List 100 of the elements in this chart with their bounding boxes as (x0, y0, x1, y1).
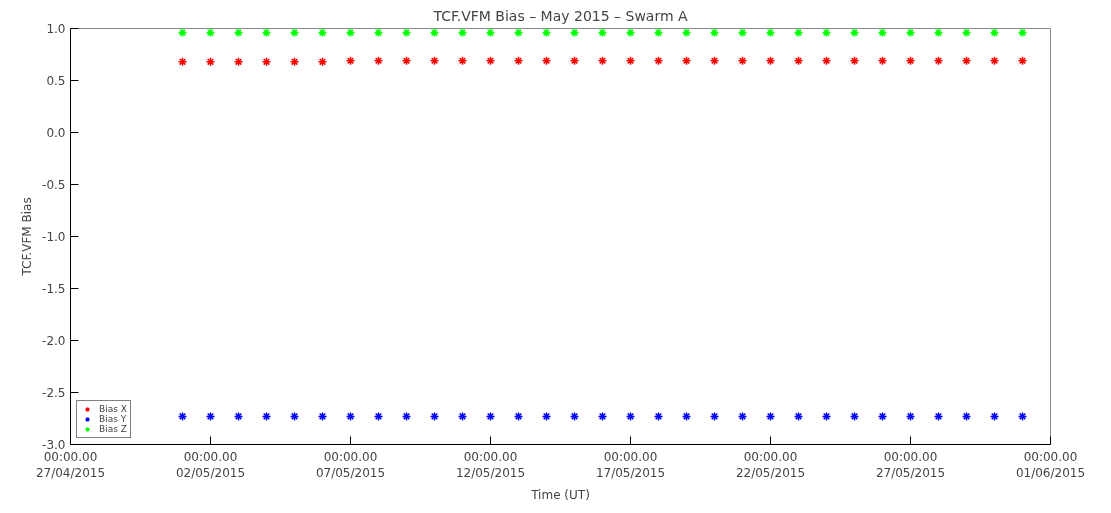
x-tick-label: 00:00.00 07/05/2015 (315, 449, 386, 481)
y-tick-label: 0.5 (46, 74, 66, 88)
point (485, 411, 496, 422)
x-tick-label: 00:00.00 12/05/2015 (455, 449, 526, 481)
y-tick-label: -3.0 (42, 438, 66, 452)
legend-label: Bias Z (99, 424, 127, 434)
point (989, 411, 1000, 422)
point (877, 55, 888, 66)
point (261, 411, 272, 422)
point (905, 55, 916, 66)
point (905, 411, 916, 422)
point (737, 28, 748, 38)
point (513, 55, 524, 66)
point (849, 28, 860, 38)
point (233, 411, 244, 422)
y-tick-label: -1.5 (42, 282, 66, 296)
point (233, 28, 244, 38)
point (989, 55, 1000, 66)
y-tick-label: 0.0 (46, 126, 66, 140)
point (681, 55, 692, 66)
point (205, 411, 216, 422)
point (597, 28, 608, 38)
point (233, 57, 244, 67)
point (205, 28, 216, 38)
point (401, 28, 412, 38)
y-tick-label: -2.5 (42, 386, 66, 400)
point (205, 57, 216, 67)
y-tick-label: -1.0 (42, 230, 66, 244)
point (625, 55, 636, 66)
point (793, 411, 804, 422)
point (625, 411, 636, 422)
point (485, 55, 496, 66)
point (681, 28, 692, 38)
point (793, 28, 804, 38)
point (457, 28, 468, 38)
point (737, 411, 748, 422)
point (569, 55, 580, 66)
point (289, 28, 300, 38)
point (737, 55, 748, 66)
legend-label: Bias Y (99, 414, 127, 424)
point (177, 28, 188, 38)
point (933, 28, 944, 38)
legend-label: Bias X (99, 404, 127, 414)
point (793, 55, 804, 66)
chart-title: TCF.VFM Bias – May 2015 – Swarm A (432, 7, 689, 24)
point (765, 28, 776, 38)
x-tick-label: 00:00.00 27/05/2015 (875, 449, 946, 481)
y-axis-title: TCF.VFM Bias (20, 197, 35, 277)
point (877, 411, 888, 422)
point (569, 411, 580, 422)
x-axis-title: Time (UT) (530, 488, 590, 503)
point (961, 411, 972, 422)
point (653, 28, 664, 38)
point (849, 411, 860, 422)
point (513, 411, 524, 422)
point (541, 411, 552, 422)
point (709, 55, 720, 66)
point (261, 57, 272, 67)
point (541, 55, 552, 66)
point (653, 55, 664, 66)
point (961, 28, 972, 38)
x-tick-label: 00:00.00 27/04/2015 (35, 449, 106, 481)
point (849, 55, 860, 66)
point (709, 28, 720, 38)
point (989, 28, 1000, 38)
point (261, 28, 272, 38)
point (177, 411, 188, 422)
x-tick-label: 00:00.00 01/06/2015 (1015, 449, 1086, 481)
point (429, 411, 440, 422)
point (765, 55, 776, 66)
point (373, 411, 384, 422)
point (317, 411, 328, 422)
point (541, 28, 552, 38)
point (821, 55, 832, 66)
point (933, 55, 944, 66)
point (709, 411, 720, 422)
point (961, 55, 972, 66)
point (429, 55, 440, 66)
point (457, 411, 468, 422)
point (597, 411, 608, 422)
point (569, 28, 580, 38)
point (821, 411, 832, 422)
y-tick-label: -2.0 (42, 334, 66, 348)
point (317, 28, 328, 38)
y-tick-label: -0.5 (42, 178, 66, 192)
point (373, 55, 384, 66)
point (513, 28, 524, 38)
point (401, 55, 412, 66)
point (289, 411, 300, 422)
point (345, 55, 356, 66)
point (317, 57, 328, 67)
point (485, 28, 496, 38)
point (1017, 55, 1028, 66)
y-tick-label: 1.0 (46, 22, 66, 36)
point (1017, 28, 1028, 38)
point (877, 28, 888, 38)
point (289, 57, 300, 67)
point (933, 411, 944, 422)
point (597, 55, 608, 66)
point (765, 411, 776, 422)
